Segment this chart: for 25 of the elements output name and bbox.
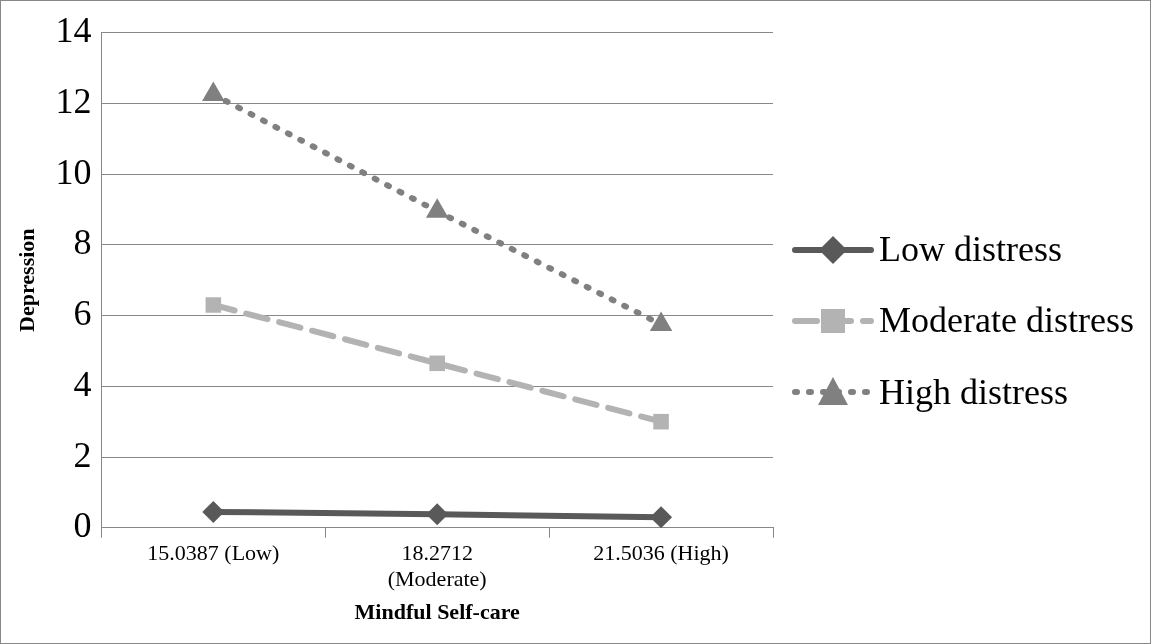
point xyxy=(429,355,445,372)
point xyxy=(205,297,222,313)
y-tick-label: 12 xyxy=(55,80,92,121)
x-tick-label: 18.2712 (Moderate) xyxy=(387,539,487,592)
y-tick-label: 6 xyxy=(73,293,92,334)
point xyxy=(653,413,669,430)
y-tick-label: 2 xyxy=(73,434,92,475)
y-tick-label: 8 xyxy=(73,222,92,263)
x-tick-label: 15.0387 (Low) xyxy=(147,539,280,565)
y-tick-label: 0 xyxy=(73,505,92,546)
point xyxy=(649,311,673,331)
legend-label: High distress xyxy=(879,371,1068,414)
y-axis-title: Depression xyxy=(13,228,39,332)
point xyxy=(425,198,449,218)
point xyxy=(202,500,225,523)
point xyxy=(650,506,673,528)
y-tick-label: 4 xyxy=(73,363,92,404)
legend-label: Low distress xyxy=(879,228,1062,271)
point xyxy=(426,503,449,526)
point xyxy=(202,81,225,101)
y-tick-label: 10 xyxy=(55,151,92,192)
y-tick-label: 14 xyxy=(55,10,92,51)
legend-label: Moderate distress xyxy=(879,300,1134,342)
x-axis-title: Mindful Self-care xyxy=(354,599,521,625)
x-tick-label: 21.5036 (High) xyxy=(593,539,729,565)
